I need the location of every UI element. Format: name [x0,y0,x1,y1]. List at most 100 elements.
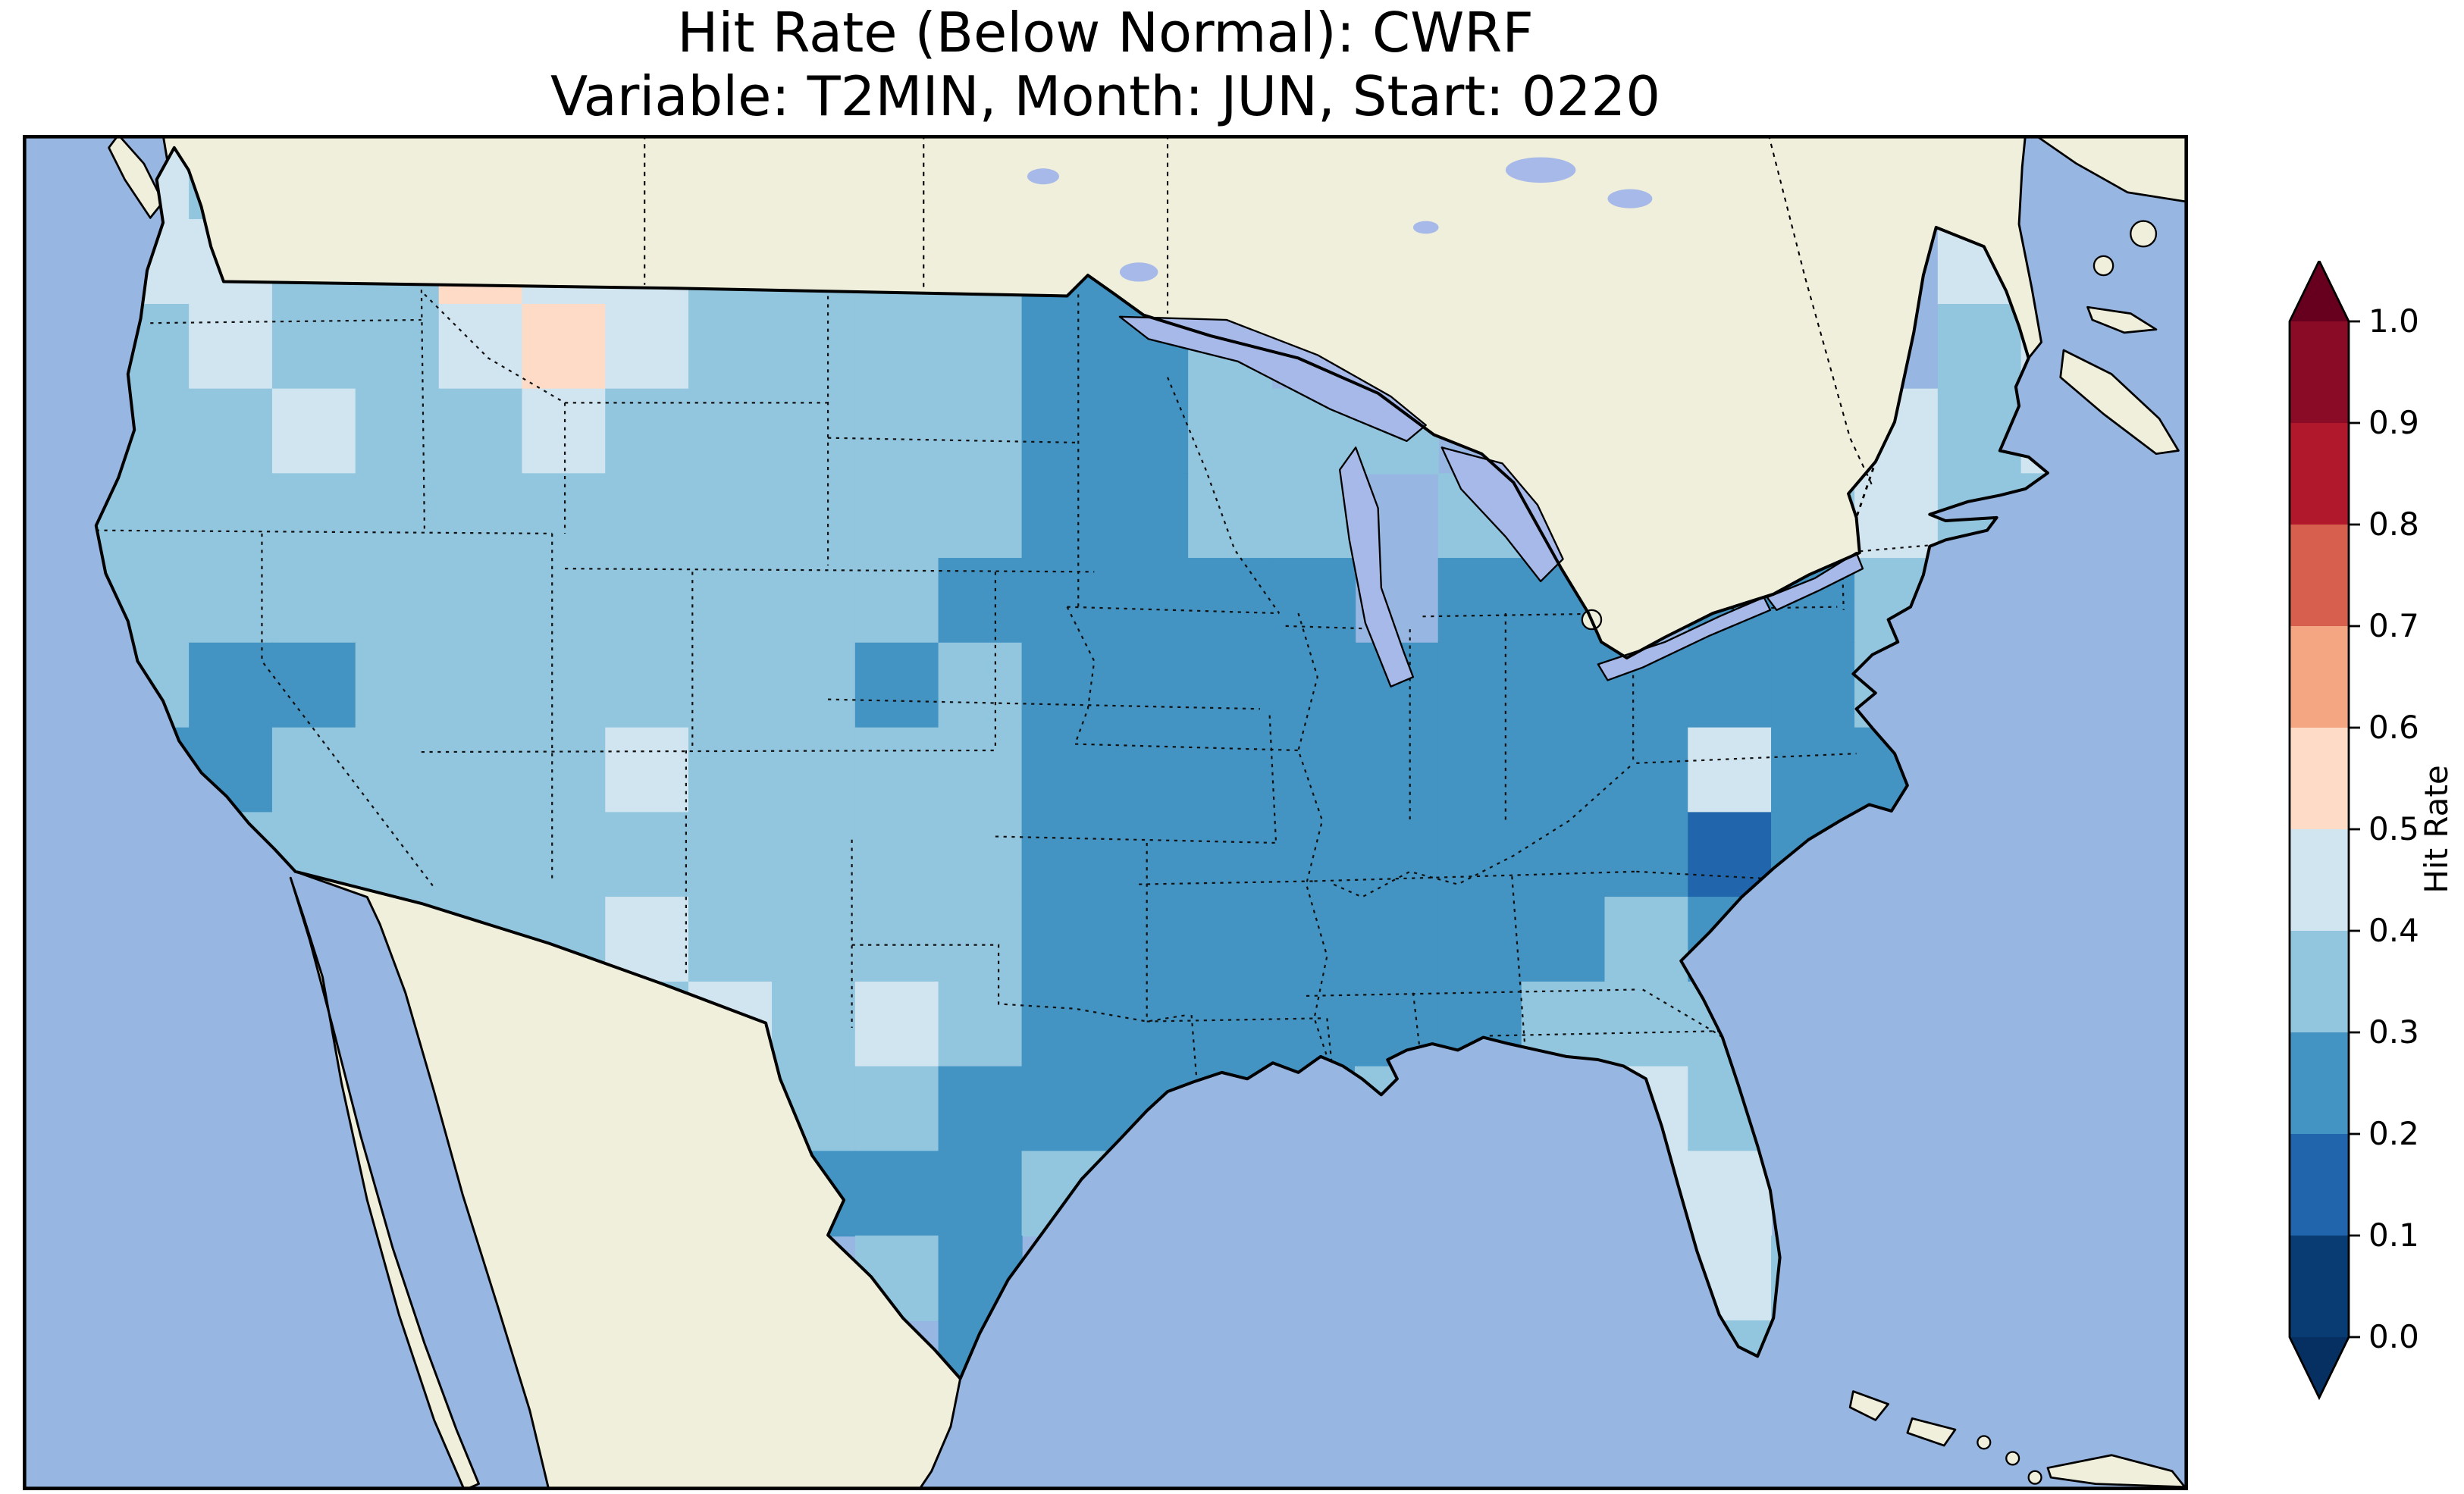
grid-cell [688,473,773,559]
grid-cell [772,812,857,898]
grid-cell [522,727,607,813]
colorbar-segment [2290,423,2349,525]
colorbar-over-arrow [2290,261,2349,321]
grid-cell [1354,897,1439,983]
small-lake [1607,189,1653,208]
grid-cell [271,727,356,813]
lake [1440,446,1564,583]
grid-cell [438,727,523,813]
grid-cell [772,558,857,644]
state-border-line [1067,606,1280,615]
grid-cell [271,642,356,728]
colorbar-tick-label: 0.6 [2368,709,2419,746]
grid-cell [938,473,1023,559]
grid-cell [688,388,773,475]
state-border-line [995,835,1277,844]
colorbar-svg: 0.0 0.1 0.2 0.3 0.4 0.5 0.6 0.7 0.8 0.9 1.0 Hit Rat… [2288,258,2455,1401]
grid-cell [605,558,690,644]
grid-cell [772,981,857,1067]
small-lake [1027,168,1060,185]
grid-cell [1437,558,1522,644]
grid-cell [688,812,773,898]
small-lake [1505,157,1576,183]
figure-title-line2: Variable: T2MIN, Month: JUN, Start: 0220 [550,67,1661,130]
grid-cell [355,303,440,390]
grid-cell [1437,897,1522,983]
state-border-line [1268,715,1277,844]
grid-cell [1021,897,1106,983]
grid-cell [854,1151,939,1237]
island-landmass [2059,349,2180,456]
grid-cell [1105,642,1190,728]
grid-cell [1521,727,1606,813]
colorbar: 0.0 0.1 0.2 0.3 0.4 0.5 0.6 0.7 0.8 0.9 1.0 Hit Rat… [2271,258,2464,1401]
grid-cell [1188,727,1273,813]
grid-cell [1771,642,1856,728]
grid-cell [854,642,939,728]
grid-cell [854,388,939,475]
grid-cell [772,897,857,983]
state-border-line [261,533,435,888]
state-border-line [1511,876,1526,1045]
small-island [2027,1470,2042,1485]
grid-cell [355,473,440,559]
grid-cell [854,303,939,390]
colorbar-tick-label: 0.1 [2368,1217,2419,1254]
grid-cell [1105,981,1190,1067]
grid-cell [355,812,440,898]
grid-cell [1271,897,1356,983]
grid-cell [271,558,356,644]
grid-cell [938,981,1023,1067]
grid-cell [1021,642,1106,728]
grid-cell [522,642,607,728]
state-border-line [1167,377,1281,614]
colorbar-segment [2290,829,2349,932]
colorbar-segment [2290,1236,2349,1338]
state-border-line [828,698,1261,710]
state-border-line [565,568,1095,573]
grid-cell [438,642,523,728]
grid-cell [105,473,190,559]
state-border-line [828,437,1079,444]
grid-cell [522,473,607,559]
island-landmass [1906,1417,1957,1447]
grid-cell [938,558,1023,644]
grid-cell [688,897,773,983]
grid-cell [522,303,607,390]
grid-cell [189,303,274,390]
grid-cell [1688,642,1773,728]
island-landmass [108,135,165,219]
grid-cell [1105,388,1190,475]
colorbar-under-arrow [2290,1337,2349,1398]
grid-cell [1188,981,1273,1067]
grid-cell [938,812,1023,898]
grid-cell [938,897,1023,983]
grid-cell [854,897,939,983]
colorbar-tick-label: 0.8 [2368,506,2419,543]
state-border-line [1314,870,1637,882]
colorbar-segment [2290,931,2349,1033]
colorbar-tick-label: 0.7 [2368,607,2419,644]
grid-cell [1021,1066,1106,1152]
colorbar-segment [2290,626,2349,728]
grid-cell [1105,727,1190,813]
grid-cell [938,642,1023,728]
great-lakes [1027,157,1864,687]
grid-cell [772,642,857,728]
grid-cell [1021,558,1106,644]
grid-cell [1604,981,1689,1067]
grid-cell [1188,897,1273,983]
grid-cell [1854,473,1939,559]
state-border-line [1412,992,1421,1048]
grid-cell [1354,812,1439,898]
colorbar-segment [2290,525,2349,627]
grid-cell [1521,897,1606,983]
grid-cell [438,303,523,390]
grid-cell [1271,981,1356,1067]
grid-cell [1021,981,1106,1067]
grid-cell [605,642,690,728]
grid-cell [522,812,607,898]
grid-cell [355,727,440,813]
grid-cell [1021,388,1106,475]
